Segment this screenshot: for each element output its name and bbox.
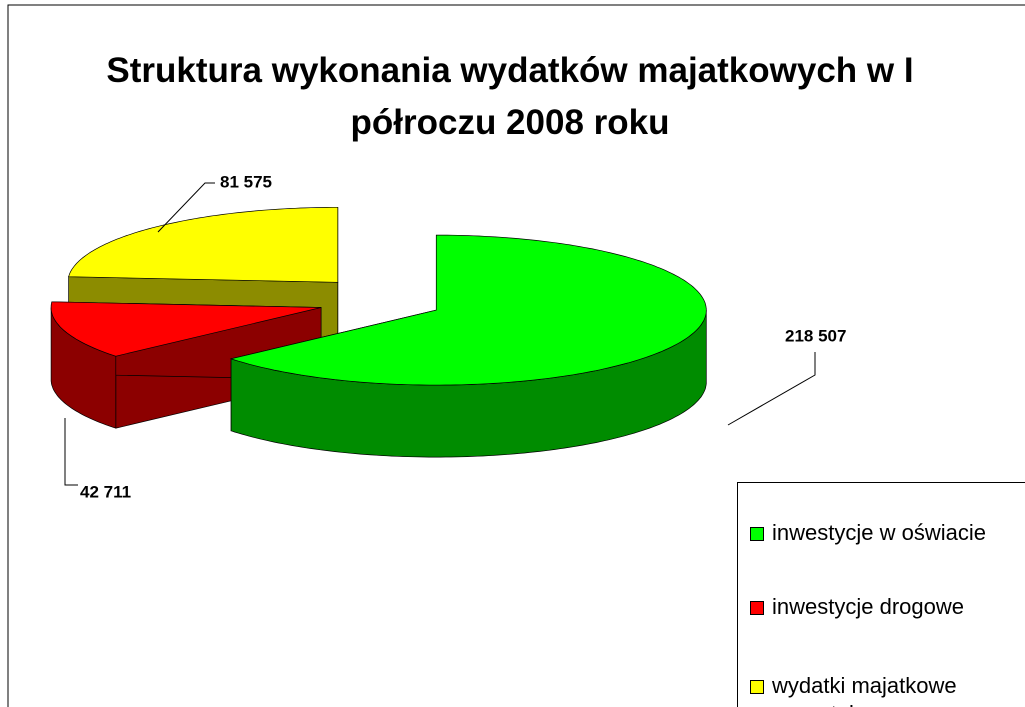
legend-label: inwestycje w oświacie (772, 520, 986, 545)
leader-line (157, 182, 215, 233)
leader-line (727, 352, 816, 426)
slice (68, 206, 339, 283)
legend-item: wydatki majatkowe pozostałe (750, 672, 1025, 707)
legend-item: inwestycje w oświacie (750, 519, 1025, 547)
slice (229, 234, 707, 386)
chart-border (7, 4, 1025, 707)
data-label: 81 575 (220, 172, 272, 191)
legend-swatch (750, 680, 764, 694)
data-label: 218 507 (785, 326, 846, 345)
legend-label: wydatki majatkowe pozostałe (772, 673, 957, 707)
legend-item: inwestycje drogowe (750, 593, 1025, 621)
legend-swatch (750, 527, 764, 541)
legend-swatch (750, 601, 764, 615)
chart-title: Struktura wykonania wydatków majatkowych… (106, 51, 914, 142)
slice (50, 301, 322, 357)
legend: inwestycje w oświacie inwestycje drogowe w… (737, 482, 1025, 707)
data-label: 42 711 (80, 482, 131, 501)
legend-label: inwestycje drogowe (772, 594, 964, 619)
leader-line (64, 418, 78, 486)
